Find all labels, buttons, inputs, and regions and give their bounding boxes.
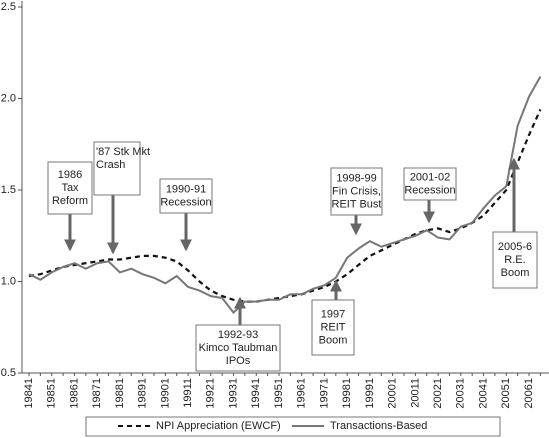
x-tick-label: 19971 [318, 378, 330, 409]
x-tick-label: 20011 [409, 378, 421, 408]
x-tick-label: 19921 [205, 378, 217, 409]
x-tick-label: 19911 [182, 378, 194, 408]
annotation-text: Boom [319, 334, 348, 346]
x-tick-label: 19871 [91, 378, 103, 409]
annotation-text: REIT Bust [332, 198, 382, 210]
annotation-box [492, 231, 538, 289]
x-tick-label: 20051 [500, 378, 512, 409]
annotation-text: 1998-99 [336, 172, 376, 184]
annotation-text: 1997 [321, 308, 345, 320]
x-tick-label: 20001 [387, 378, 399, 409]
annotation-text: REIT [320, 321, 345, 333]
annotation-text: Recession [160, 196, 211, 208]
x-tick-label: 20041 [477, 378, 489, 409]
annotation-box [311, 299, 355, 356]
x-tick-label: 19981 [341, 378, 353, 409]
annotation-text: Tax [61, 182, 79, 194]
legend-label: NPI Appreciation (EWCF) [156, 420, 281, 432]
annotation-text: Recession [404, 184, 455, 196]
x-tick-label: 19901 [159, 378, 171, 409]
annotation-box [47, 161, 93, 215]
annotation-text: 1992-93 [218, 329, 258, 341]
annotation-text: Fin Crisis, [332, 185, 381, 197]
x-tick-label: 19941 [250, 378, 262, 409]
y-tick-label: 2.0 [1, 92, 16, 104]
annotation-text: Crash [96, 159, 125, 171]
annotation-text: Kimco Taubman [199, 342, 278, 354]
x-tick-label: 19961 [296, 378, 308, 409]
x-tick-label: 19881 [114, 378, 126, 409]
series-line [28, 76, 542, 315]
x-tick-label: 19841 [23, 378, 35, 409]
annotation-text: '87 Stk Mkt [96, 146, 150, 158]
y-tick-label: 0.5 [1, 367, 16, 379]
y-tick-label: 1.0 [1, 275, 16, 287]
x-tick-label: 19991 [364, 378, 376, 409]
annotation-text: Boom [501, 267, 530, 279]
annotation-text: Reform [52, 195, 88, 207]
annotation-text: R.E. [504, 254, 525, 266]
series-line [28, 109, 542, 303]
x-tick-label: 20061 [523, 378, 535, 409]
x-tick-label: 20021 [432, 378, 444, 409]
x-tick-label: 19861 [68, 378, 80, 409]
y-tick-label: 2.5 [1, 1, 16, 13]
annotation-text: IPOs [226, 355, 251, 367]
annotation-box [330, 167, 383, 216]
x-tick-label: 19891 [137, 378, 149, 409]
annotation-text: 1990-91 [166, 183, 206, 195]
annotation-box [159, 178, 213, 214]
annotation-text: 2001-02 [410, 171, 450, 183]
x-tick-label: 20031 [455, 378, 467, 409]
annotation-box [403, 167, 457, 201]
annotation-text: 1986 [58, 169, 82, 181]
annotation-box [93, 141, 141, 196]
y-tick-label: 1.5 [1, 184, 16, 196]
legend-label: Transactions-Based [330, 420, 427, 432]
annotation-text: 2005-6 [498, 241, 532, 253]
x-tick-label: 19851 [46, 378, 58, 409]
x-tick-label: 19931 [227, 378, 239, 409]
annotation-box [195, 324, 281, 372]
x-tick-label: 19951 [273, 378, 285, 409]
